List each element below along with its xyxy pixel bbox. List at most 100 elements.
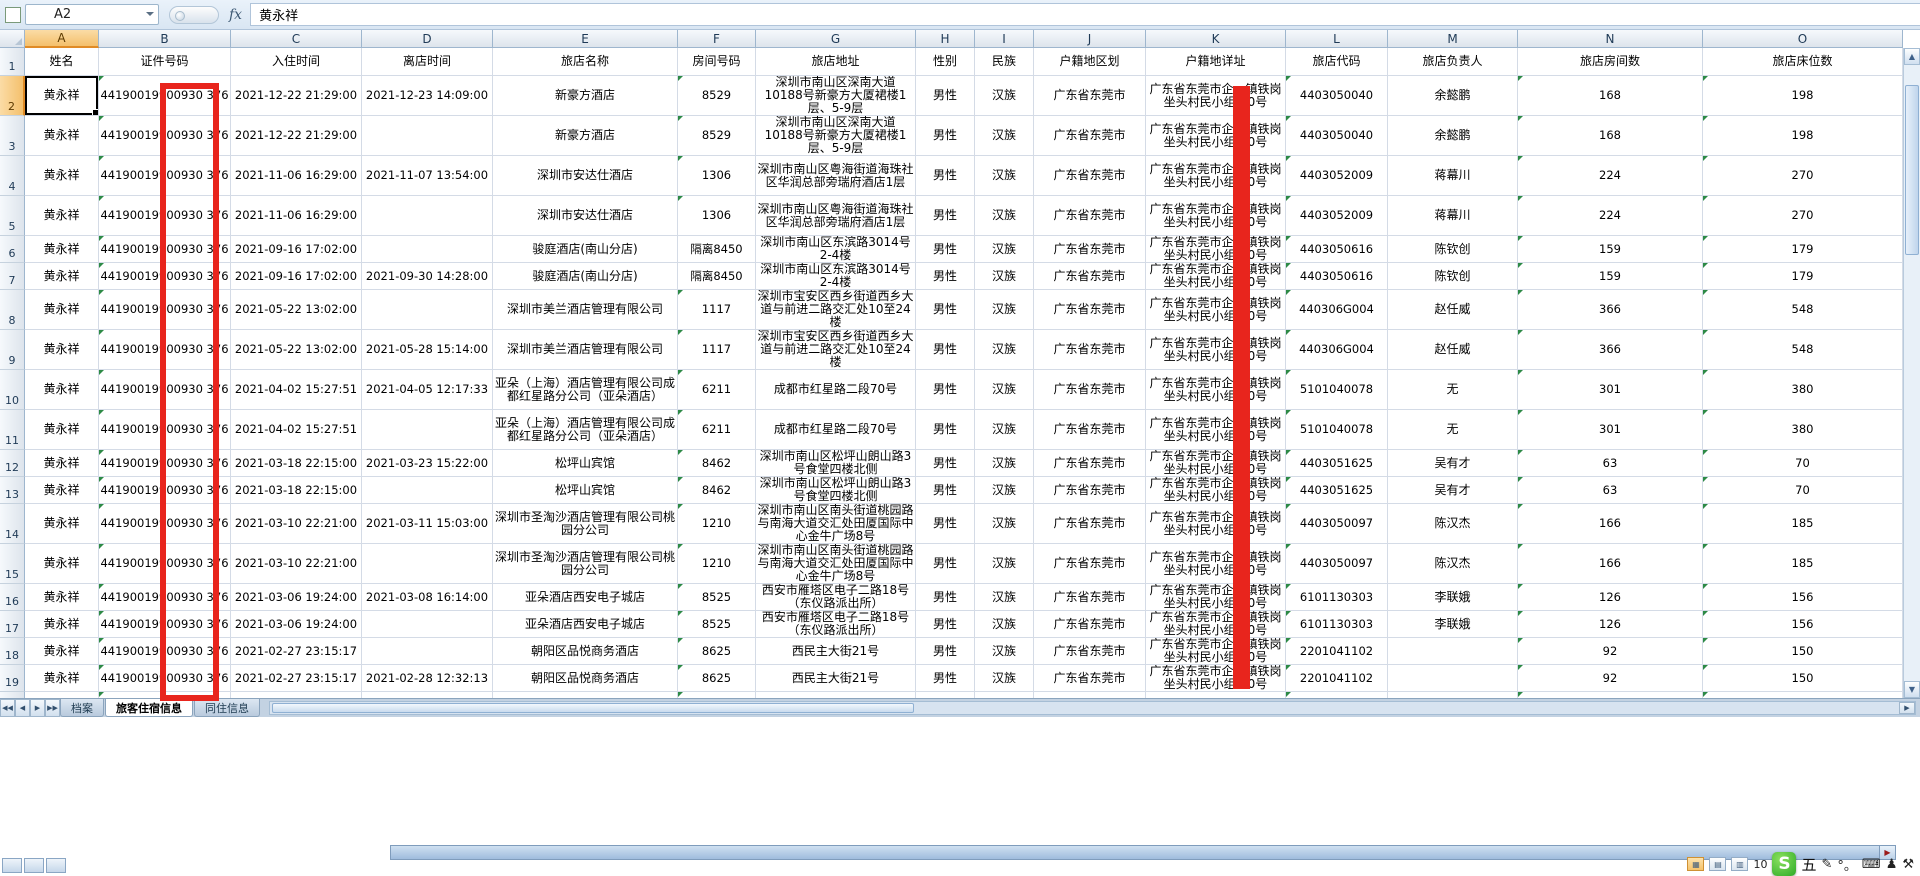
tab-scroll-icon-2[interactable]: ▶	[30, 699, 45, 717]
cell-A1[interactable]: 姓名	[25, 48, 99, 76]
cell-F9[interactable]: 1117	[678, 330, 756, 370]
view-page-break-icon[interactable]: ▥	[1731, 857, 1749, 871]
cell-H17[interactable]: 男性	[916, 611, 975, 638]
cell-J9[interactable]: 广东省东莞市	[1034, 330, 1146, 370]
cell-O13[interactable]: 70	[1703, 477, 1903, 504]
cell-J1[interactable]: 户籍地区划	[1034, 48, 1146, 76]
cell-H1[interactable]: 性别	[916, 48, 975, 76]
cell-A13[interactable]: 黄永祥	[25, 477, 99, 504]
select-all-corner[interactable]	[0, 30, 25, 48]
cell-I10[interactable]: 汉族	[975, 370, 1034, 410]
name-box-dropdown-icon[interactable]	[146, 12, 154, 20]
cell-M12[interactable]: 吴有才	[1388, 450, 1518, 477]
cell-F4[interactable]: 1306	[678, 156, 756, 196]
cell-K4[interactable]: 广东省东莞市企 镇铁岗 坐头村民小组 0号	[1146, 156, 1286, 196]
cell-A18[interactable]: 黄永祥	[25, 638, 99, 665]
cell-C19[interactable]: 2021-02-27 23:15:17	[231, 665, 362, 692]
cell-D19[interactable]: 2021-02-28 12:32:13	[362, 665, 493, 692]
cell-N3[interactable]: 168	[1518, 116, 1703, 156]
cell-A9[interactable]: 黄永祥	[25, 330, 99, 370]
cell-D10[interactable]: 2021-04-05 12:17:33	[362, 370, 493, 410]
cell-F6[interactable]: 隔离8450	[678, 236, 756, 263]
cell-O6[interactable]: 179	[1703, 236, 1903, 263]
cell-J4[interactable]: 广东省东莞市	[1034, 156, 1146, 196]
cell-E19[interactable]: 朝阳区品悦商务酒店	[493, 665, 678, 692]
tab-scroll-icon-1[interactable]: ◀	[15, 699, 30, 717]
cell-I9[interactable]: 汉族	[975, 330, 1034, 370]
cell-O8[interactable]: 548	[1703, 290, 1903, 330]
cell-D9[interactable]: 2021-05-28 15:14:00	[362, 330, 493, 370]
cell-D14[interactable]: 2021-03-11 15:03:00	[362, 504, 493, 544]
cell-H5[interactable]: 男性	[916, 196, 975, 236]
cell-M1[interactable]: 旅店负责人	[1388, 48, 1518, 76]
cell-G13[interactable]: 深圳市南山区松坪山朗山路3号食堂四楼北侧	[756, 477, 916, 504]
cell-C10[interactable]: 2021-04-02 15:27:51	[231, 370, 362, 410]
cell-C8[interactable]: 2021-05-22 13:02:00	[231, 290, 362, 330]
cell-J10[interactable]: 广东省东莞市	[1034, 370, 1146, 410]
cell-L6[interactable]: 4403050616	[1286, 236, 1388, 263]
cell-I17[interactable]: 汉族	[975, 611, 1034, 638]
cell-M14[interactable]: 陈汉杰	[1388, 504, 1518, 544]
cell-M9[interactable]: 赵任威	[1388, 330, 1518, 370]
cell-N11[interactable]: 301	[1518, 410, 1703, 450]
cell-M6[interactable]: 陈钦创	[1388, 236, 1518, 263]
cell-O9[interactable]: 548	[1703, 330, 1903, 370]
row-header-20[interactable]: 20	[0, 692, 25, 698]
cell-I14[interactable]: 汉族	[975, 504, 1034, 544]
tab-scroll-icon-3[interactable]: ▶▶	[45, 699, 60, 717]
cell-L16[interactable]: 6101130303	[1286, 584, 1388, 611]
cell-H3[interactable]: 男性	[916, 116, 975, 156]
row-header-10[interactable]: 10	[0, 370, 25, 410]
horizontal-scrollbar[interactable]: ▶	[269, 701, 1916, 715]
row-header-4[interactable]: 4	[0, 156, 25, 196]
cell-J2[interactable]: 广东省东莞市	[1034, 76, 1146, 116]
cell-E10[interactable]: 亚朵（上海）酒店管理有限公司成都红星路分公司（亚朵酒店）	[493, 370, 678, 410]
cell-O19[interactable]: 150	[1703, 665, 1903, 692]
ime-keyboard-icon[interactable]: ⌨	[1861, 856, 1881, 872]
cell-F2[interactable]: 8529	[678, 76, 756, 116]
row-header-13[interactable]: 13	[0, 477, 25, 504]
column-header-H[interactable]: H	[916, 30, 975, 48]
cell-O15[interactable]: 185	[1703, 544, 1903, 584]
horizontal-scroll-thumb[interactable]	[272, 703, 914, 713]
cell-L4[interactable]: 4403052009	[1286, 156, 1388, 196]
cell-N14[interactable]: 166	[1518, 504, 1703, 544]
cell-G18[interactable]: 西民主大街21号	[756, 638, 916, 665]
cell-H10[interactable]: 男性	[916, 370, 975, 410]
cell-M7[interactable]: 陈钦创	[1388, 263, 1518, 290]
cell-A7[interactable]: 黄永祥	[25, 263, 99, 290]
cell-G7[interactable]: 深圳市南山区东滨路3014号2-4楼	[756, 263, 916, 290]
cell-J16[interactable]: 广东省东莞市	[1034, 584, 1146, 611]
cell-K16[interactable]: 广东省东莞市企 镇铁岗 坐头村民小组 0号	[1146, 584, 1286, 611]
view-page-layout-icon[interactable]: ▤	[1709, 857, 1727, 871]
cell-D17[interactable]	[362, 611, 493, 638]
cell-M4[interactable]: 蒋幕川	[1388, 156, 1518, 196]
cell-I11[interactable]: 汉族	[975, 410, 1034, 450]
cell-K17[interactable]: 广东省东莞市企 镇铁岗 坐头村民小组 0号	[1146, 611, 1286, 638]
ime-punct-icon[interactable]: °。	[1837, 858, 1857, 874]
cell-L12[interactable]: 4403051625	[1286, 450, 1388, 477]
cell-I3[interactable]: 汉族	[975, 116, 1034, 156]
cell-N18[interactable]: 92	[1518, 638, 1703, 665]
cell-O16[interactable]: 156	[1703, 584, 1903, 611]
cell-L8[interactable]: 440306G004	[1286, 290, 1388, 330]
cell-E13[interactable]: 松坪山宾馆	[493, 477, 678, 504]
cell-K3[interactable]: 广东省东莞市企 镇铁岗 坐头村民小组 0号	[1146, 116, 1286, 156]
cell-H4[interactable]: 男性	[916, 156, 975, 196]
cell-K7[interactable]: 广东省东莞市企 镇铁岗 坐头村民小组 0号	[1146, 263, 1286, 290]
cell-N13[interactable]: 63	[1518, 477, 1703, 504]
cell-L3[interactable]: 4403050040	[1286, 116, 1388, 156]
restore-window-icon[interactable]	[46, 858, 66, 873]
cell-B1[interactable]: 证件号码	[99, 48, 231, 76]
cell-G1[interactable]: 旅店地址	[756, 48, 916, 76]
cell-K19[interactable]: 广东省东莞市企 镇铁岗 坐头村民小组 0号	[1146, 665, 1286, 692]
column-header-G[interactable]: G	[756, 30, 916, 48]
window-scroll-right-icon[interactable]: ▶	[1879, 846, 1895, 859]
cell-N8[interactable]: 366	[1518, 290, 1703, 330]
column-header-J[interactable]: J	[1034, 30, 1146, 48]
insert-function-icon[interactable]: fx	[229, 6, 243, 23]
cell-M17[interactable]: 李联娥	[1388, 611, 1518, 638]
cell-I13[interactable]: 汉族	[975, 477, 1034, 504]
cell-I8[interactable]: 汉族	[975, 290, 1034, 330]
cell-E3[interactable]: 新豪方酒店	[493, 116, 678, 156]
